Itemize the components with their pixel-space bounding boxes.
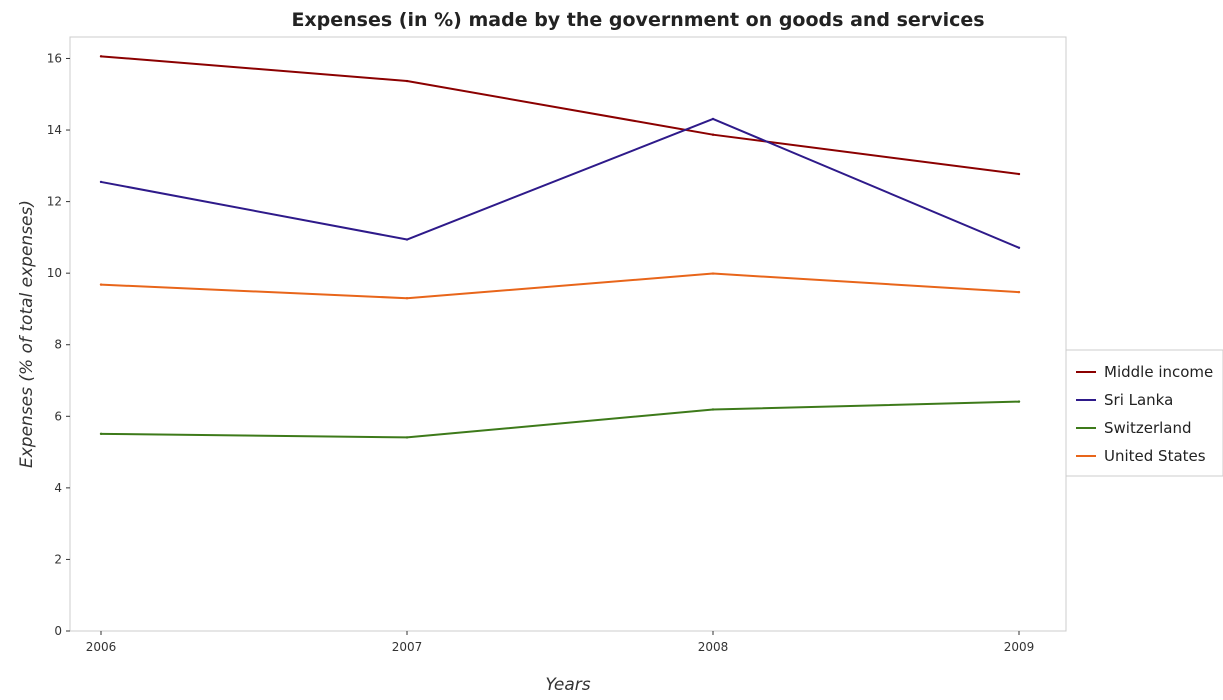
legend-label: Switzerland — [1104, 419, 1192, 437]
data-point — [711, 117, 715, 121]
data-point — [711, 133, 715, 136]
data-point — [99, 180, 103, 184]
x-tick-label: 2009 — [1004, 640, 1035, 654]
data-point — [99, 55, 103, 58]
y-tick-label: 14 — [47, 123, 62, 137]
x-tick-label: 2006 — [86, 640, 117, 654]
data-point — [405, 79, 409, 83]
data-point — [1017, 290, 1021, 294]
data-point — [711, 408, 715, 411]
y-tick-label: 6 — [54, 409, 62, 423]
series-line-sri-lanka — [100, 117, 1020, 249]
series-line-united-states — [100, 272, 1020, 300]
x-tick-label: 2008 — [698, 640, 729, 654]
plot-area — [69, 36, 1067, 632]
data-point — [405, 238, 409, 241]
x-axis-label: Years — [545, 675, 590, 695]
legend: Middle income Sri Lanka Switzerland United … — [1065, 349, 1223, 477]
data-point — [99, 432, 103, 436]
data-point — [1017, 172, 1021, 176]
series-lines — [99, 55, 1021, 439]
legend-label: United States — [1104, 447, 1206, 465]
legend-label: Middle income — [1104, 363, 1213, 381]
data-point — [1017, 246, 1021, 249]
x-tick-label: 2007 — [392, 640, 423, 654]
y-tick-label: 4 — [54, 481, 62, 495]
x-axis: 2006 2007 2008 2009 — [86, 631, 1035, 654]
data-point — [1017, 400, 1021, 403]
series-line-middle-income — [100, 55, 1020, 176]
data-point — [711, 272, 715, 275]
y-axis-label: Expenses (% of total expenses) — [17, 200, 37, 468]
data-point — [405, 297, 409, 300]
data-point — [99, 283, 103, 286]
data-point — [405, 436, 409, 439]
y-tick-label: 0 — [54, 624, 62, 638]
y-tick-label: 16 — [47, 51, 62, 65]
y-tick-label: 8 — [54, 338, 62, 352]
y-axis: 0 2 4 6 8 10 12 14 16 — [47, 51, 70, 638]
y-tick-label: 12 — [47, 195, 62, 209]
y-tick-label: 10 — [47, 266, 62, 280]
y-tick-label: 2 — [54, 552, 62, 566]
legend-label: Sri Lanka — [1104, 391, 1173, 409]
chart-title: Expenses (in %) made by the government o… — [291, 9, 984, 31]
series-line-switzerland — [100, 400, 1020, 439]
